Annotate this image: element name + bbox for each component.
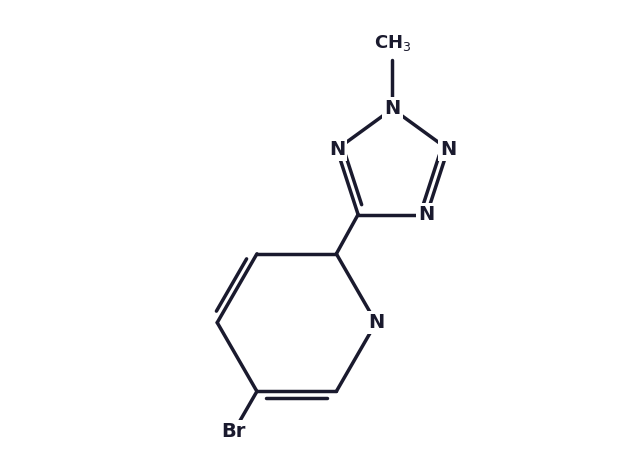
Text: N: N xyxy=(440,140,456,159)
Text: N: N xyxy=(384,99,401,118)
Text: CH$_3$: CH$_3$ xyxy=(374,33,411,53)
Text: N: N xyxy=(419,205,435,224)
Text: N: N xyxy=(368,313,384,332)
Text: Br: Br xyxy=(221,423,246,441)
Text: N: N xyxy=(329,140,345,159)
